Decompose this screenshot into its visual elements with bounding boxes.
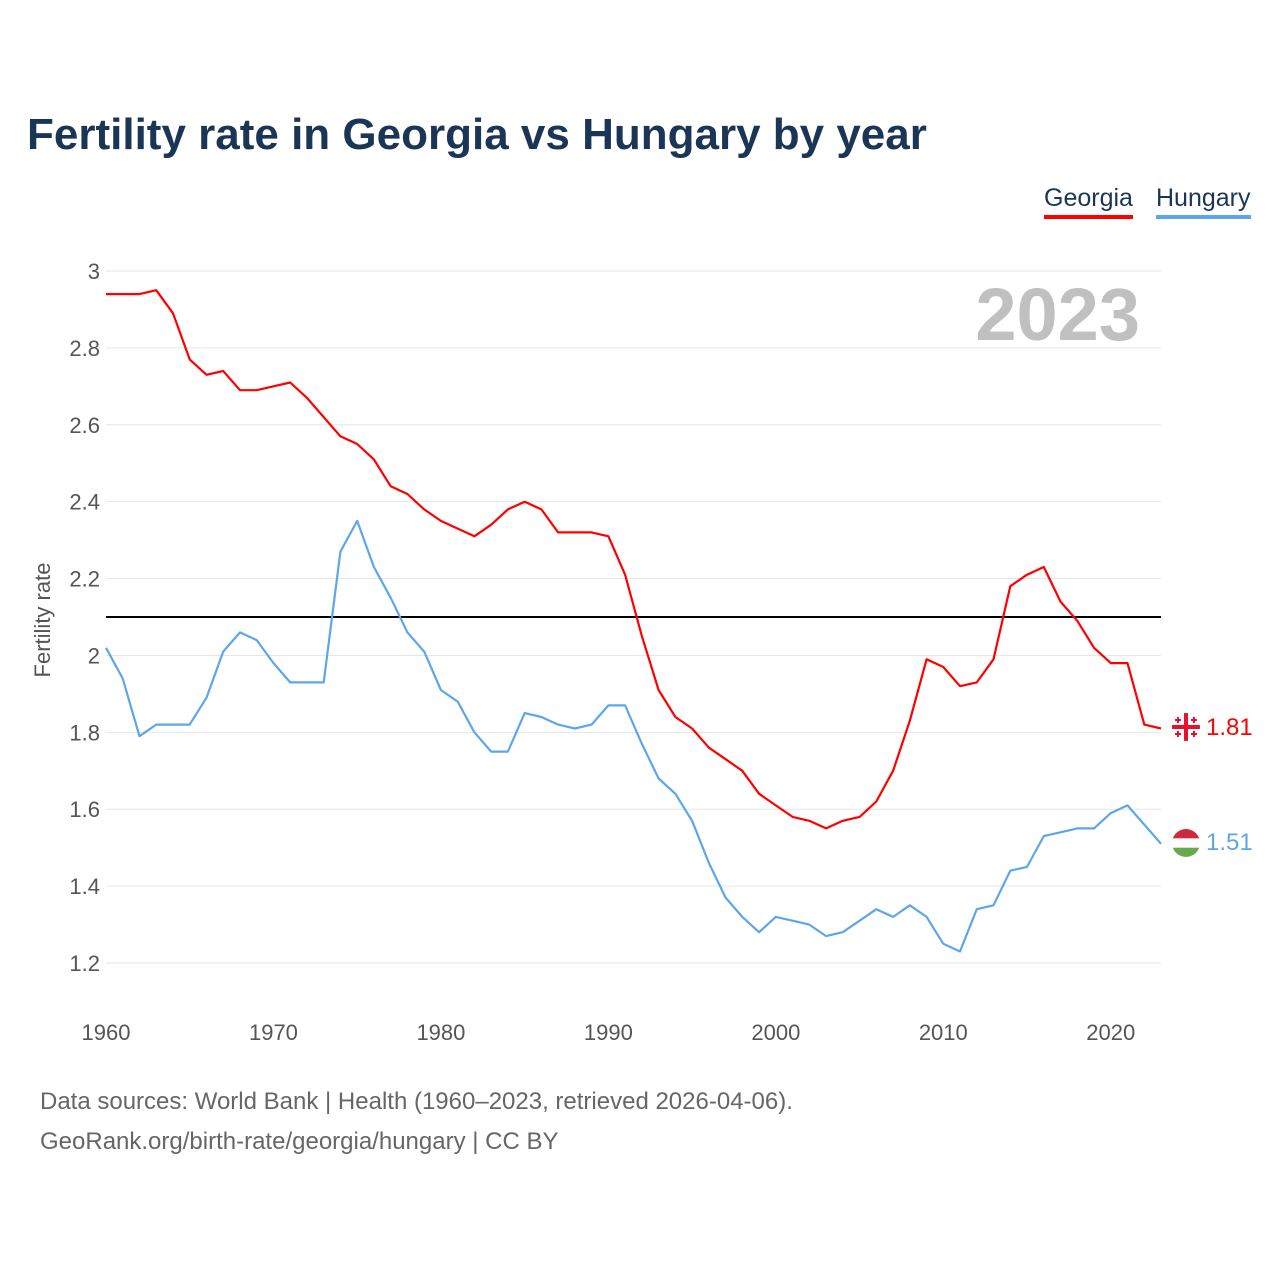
x-tick-label: 1970 [249, 1020, 298, 1045]
legend-georgia[interactable]: Georgia [1044, 184, 1133, 219]
x-tick-label: 2020 [1086, 1020, 1135, 1045]
y-tick-label: 1.6 [69, 797, 100, 822]
x-tick-label: 1960 [82, 1020, 131, 1045]
legend-hungary[interactable]: Hungary [1156, 184, 1251, 219]
y-tick-label: 1.8 [69, 720, 100, 745]
series-line-georgia [106, 289, 1162, 830]
year-watermark: 2023 [975, 273, 1140, 356]
footer-sources: Data sources: World Bank | Health (1960–… [40, 1088, 793, 1115]
georgia-flag-icon [1172, 713, 1200, 741]
x-tick-label: 1980 [416, 1020, 465, 1045]
georgia-end-label: 1.81 [1206, 714, 1253, 741]
y-tick-label: 1.2 [69, 951, 100, 976]
hungary-flag-icon [1172, 829, 1200, 857]
y-tick-label: 2.8 [69, 336, 100, 361]
hungary-end-label: 1.51 [1206, 829, 1253, 856]
y-axis-label: Fertility rate [30, 563, 55, 678]
footer-link[interactable]: GeoRank.org/birth-rate/georgia/hungary |… [40, 1128, 559, 1155]
x-tick-label: 1990 [584, 1020, 633, 1045]
series-line-hungary [105, 519, 1162, 953]
y-tick-label: 2 [88, 643, 100, 668]
x-tick-label: 2010 [919, 1020, 968, 1045]
y-tick-label: 3 [88, 259, 100, 284]
chart-title: Fertility rate in Georgia vs Hungary by … [27, 110, 927, 159]
y-tick-label: 1.4 [69, 874, 100, 899]
y-tick-label: 2.6 [69, 413, 100, 438]
y-tick-label: 2.2 [69, 567, 100, 592]
y-tick-label: 2.4 [69, 490, 100, 515]
x-tick-label: 2000 [751, 1020, 800, 1045]
